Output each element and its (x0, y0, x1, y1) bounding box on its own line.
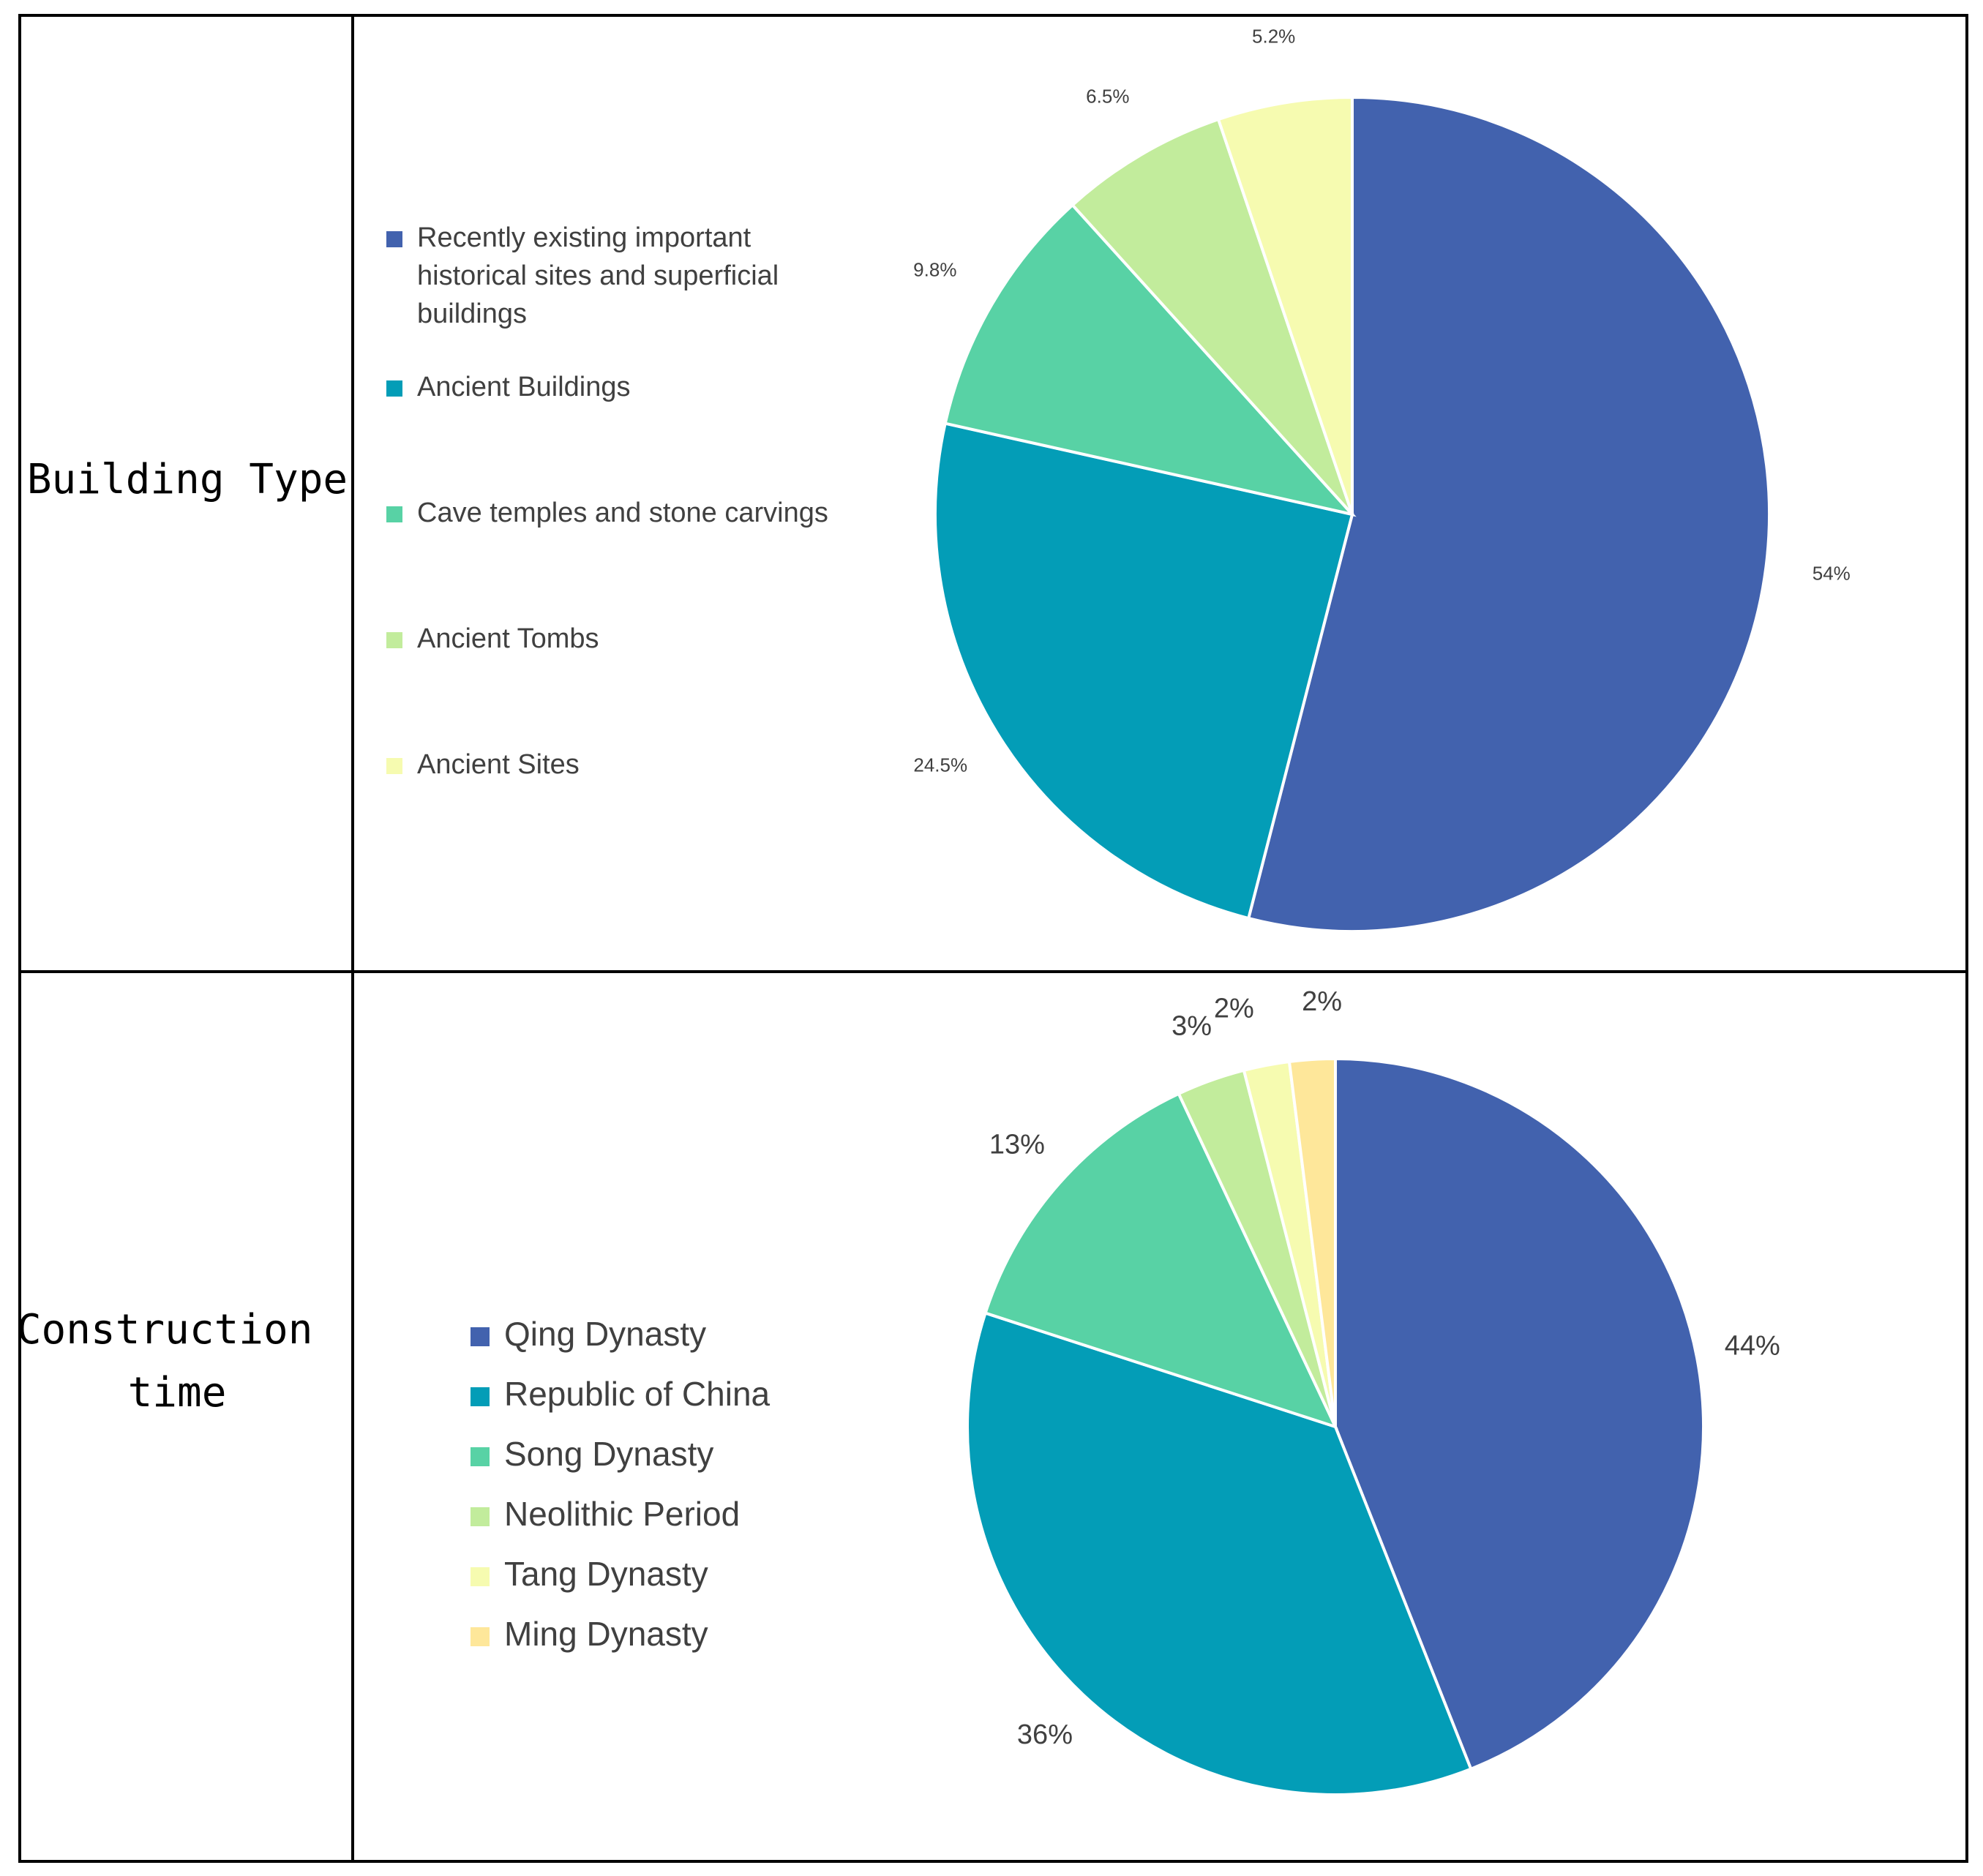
pie-slice-republic-of-china (966, 1311, 1473, 1796)
legend-label-line: Ming Dynasty (504, 1615, 708, 1653)
legend-label: Ancient Buildings (417, 372, 631, 402)
legend-swatch (471, 1507, 490, 1526)
legend-label: Ming Dynasty (504, 1615, 708, 1653)
legend-label: Song Dynasty (504, 1435, 713, 1473)
legend-label-line: Ancient Tombs (417, 623, 599, 654)
legend-label-line: Tang Dynasty (504, 1555, 708, 1593)
pie-slice-recently-existing-important-historical-sites-and-superficial-buildings (1246, 95, 1771, 933)
legend-swatch (386, 506, 402, 522)
legend-label: Ancient Sites (417, 749, 580, 780)
legend-label: Ancient Tombs (417, 623, 599, 654)
legend-entry-republic-of-china: Republic of China (471, 1375, 771, 1413)
data-label-cave-temples-and-stone-carvings: 9.8% (913, 258, 956, 280)
pie-slice-song-dynasty (983, 1092, 1338, 1430)
legend-swatch (471, 1567, 490, 1586)
pie-slice-ancient-tombs (1070, 117, 1354, 516)
legend-swatch (471, 1327, 490, 1346)
data-label-song-dynasty: 13% (989, 1129, 1045, 1160)
legend-label: Cave temples and stone carvings (417, 498, 828, 528)
legend-entry-neolithic-period: Neolithic Period (471, 1495, 740, 1533)
legend-swatch (386, 632, 402, 648)
legend-label-line: buildings (417, 299, 527, 329)
legend-label-line: historical sites and superficial (417, 260, 779, 291)
data-label-ancient-sites: 5.2% (1252, 26, 1295, 48)
row-label-construction-time: Construction time (17, 1306, 337, 1417)
pie-data-labels: 44%36%13%3%2% 2% (989, 986, 1780, 1750)
pie-slice-ancient-sites (1216, 95, 1354, 515)
legend-label-line: Cave temples and stone carvings (417, 498, 828, 528)
pie-data-labels: 54% 24.5% 9.8% 6.5% 5.2% (913, 26, 1851, 776)
pie-slice-cave-temples-and-stone-carvings (943, 203, 1357, 517)
legend-swatch (386, 231, 402, 247)
legend-label: Neolithic Period (504, 1495, 740, 1533)
row-label-line-1: Construction (17, 1306, 313, 1354)
data-label-neolithic-period: 3% (1172, 1010, 1212, 1041)
legend-entry-ancient-tombs: Ancient Tombs (386, 623, 599, 654)
legend-swatch (471, 1627, 490, 1646)
legend-label: Tang Dynasty (504, 1555, 708, 1593)
legend-label-line: Neolithic Period (504, 1495, 740, 1533)
legend: Recently existing important historical si… (386, 222, 828, 780)
legend-entry-ancient-buildings: Ancient Buildings (386, 372, 631, 402)
legend-entry-tang-dynasty: Tang Dynasty (471, 1555, 708, 1593)
legend-swatch (386, 380, 402, 397)
legend-label: Recently existing important historical si… (417, 222, 779, 329)
legend-label: Republic of China (504, 1375, 771, 1413)
data-label-tang-dynasty: 2% (1214, 993, 1254, 1024)
legend: Qing Dynasty Republic of China Song Dynast… (471, 1315, 771, 1653)
legend-label-line: Ancient Buildings (417, 372, 631, 402)
legend-entry-ancient-sites: Ancient Sites (386, 749, 580, 780)
legend-entry-ming-dynasty: Ming Dynasty (471, 1615, 708, 1653)
data-label-ancient-buildings: 24.5% (913, 754, 967, 776)
pie-slice-ming-dynasty (1287, 1057, 1337, 1427)
legend-entry-recently-existing-important-historical-sites-and-superficial-buildings: Recently existing important historical si… (386, 222, 779, 329)
legend-entry-qing-dynasty: Qing Dynasty (471, 1315, 706, 1353)
legend-swatch (386, 758, 402, 774)
legend-label-line: Song Dynasty (504, 1435, 713, 1473)
legend-label: Qing Dynasty (504, 1315, 706, 1353)
legend-entry-cave-temples-and-stone-carvings: Cave temples and stone carvings (386, 498, 828, 528)
legend-label-line: Qing Dynasty (504, 1315, 706, 1353)
pie-chart-building-type: 54% 24.5% 9.8% 6.5% 5.2% Recently existing i… (386, 26, 1851, 933)
data-label-ancient-tombs: 6.5% (1086, 86, 1129, 108)
pie-slice-qing-dynasty (1334, 1057, 1705, 1771)
data-label-ming-dynasty: 2% (1302, 986, 1342, 1017)
legend-entry-song-dynasty: Song Dynasty (471, 1435, 713, 1473)
table-grid (18, 14, 1968, 1863)
data-label-republic-of-china: 36% (1017, 1719, 1073, 1750)
data-label-qing-dynasty: 44% (1725, 1330, 1780, 1361)
legend-label-line: Recently existing important (417, 222, 751, 253)
pie-slices (966, 1057, 1705, 1796)
pie-slice-ancient-buildings (934, 421, 1354, 920)
row-label-building-type: Building Type (27, 456, 348, 503)
legend-swatch (471, 1447, 490, 1466)
row-label-line-2: time (128, 1369, 227, 1417)
legend-swatch (471, 1387, 490, 1406)
data-label-recently-existing-important-historical-sites-and-superficial-buildings: 54% (1813, 563, 1851, 585)
legend-label-line: Republic of China (504, 1375, 771, 1413)
legend-label-line: Ancient Sites (417, 749, 580, 780)
table-outer-border (18, 14, 1968, 1863)
pie-slices (934, 95, 1771, 933)
